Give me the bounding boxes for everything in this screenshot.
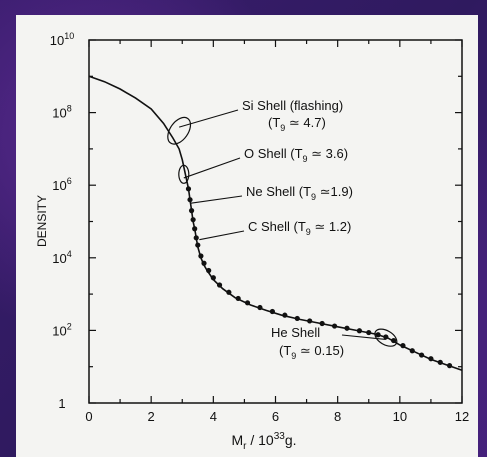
- annotation-line-1: O Shell (T9 ≃ 3.6): [244, 146, 348, 164]
- annotation-line-1: C Shell (T9 ≃ 1.2): [248, 219, 351, 237]
- data-point: [269, 308, 275, 315]
- data-point: [446, 363, 453, 369]
- annotation-pointer: [178, 109, 239, 128]
- annotation-line-2: (T9 ≃ 4.7): [268, 115, 326, 133]
- data-point: [185, 186, 192, 192]
- density-chart: 1 102 104 106 108 1010 0 2 4 6 8 10 12 Si Shell (fl…: [35, 31, 469, 452]
- data-point: [235, 295, 241, 302]
- y-tick-label: 108: [52, 104, 71, 121]
- annotation-pointer: [341, 334, 386, 341]
- data-point: [226, 289, 232, 295]
- data-point: [307, 318, 313, 324]
- data-point: [206, 267, 212, 274]
- data-point: [282, 312, 288, 318]
- data-point: [190, 217, 196, 223]
- y-axis-label: DENSITY: [35, 195, 49, 247]
- x-tick-label: 4: [210, 409, 217, 424]
- data-point: [319, 320, 325, 327]
- annotation-pointer: [183, 157, 241, 179]
- x-tick-label: 6: [272, 409, 279, 424]
- x-tick-label: 10: [393, 409, 407, 424]
- data-point: [294, 315, 300, 322]
- y-tick-label: 102: [52, 321, 71, 338]
- data-point: [383, 334, 389, 340]
- data-point: [210, 275, 216, 281]
- shell-ellipse: [178, 164, 190, 184]
- data-point: [356, 328, 363, 334]
- data-point: [418, 352, 425, 358]
- x-axis-label: Mr / 1033g.: [231, 431, 296, 452]
- data-point: [400, 343, 406, 349]
- data-point: [193, 235, 199, 241]
- data-point: [188, 208, 195, 214]
- annotation-line-2: (T9 ≃ 0.15): [279, 343, 344, 361]
- y-tick-label: 104: [52, 249, 71, 266]
- data-point: [198, 253, 204, 259]
- data-point: [375, 332, 381, 338]
- data-point: [257, 304, 263, 311]
- data-point: [216, 282, 223, 288]
- shell-annotation: He Shell (T9 ≃ 0.15): [271, 325, 344, 361]
- data-point: [409, 348, 415, 354]
- data-point: [187, 197, 193, 203]
- data-point: [195, 242, 201, 248]
- shell-ellipse: [167, 116, 192, 145]
- y-tick-label: 106: [52, 176, 71, 193]
- y-tick-label: 1010: [50, 31, 74, 48]
- shell-annotation: O Shell (T9 ≃ 3.6): [244, 146, 348, 164]
- annotation-pointer: [199, 230, 245, 241]
- x-tick-label: 8: [334, 409, 341, 424]
- x-tick-label: 0: [85, 409, 92, 424]
- data-point: [192, 226, 198, 232]
- shell-ellipse: [374, 328, 398, 347]
- annotation-pointer: [189, 195, 243, 204]
- annotation-line-1: He Shell: [271, 325, 320, 340]
- y-tick-label: 1: [58, 396, 65, 411]
- data-point: [244, 300, 251, 306]
- shell-annotation: Ne Shell (T9 ≃1.9): [246, 184, 353, 202]
- data-point: [391, 337, 397, 344]
- data-point: [366, 329, 372, 336]
- annotation-line-1: Si Shell (flashing): [242, 98, 343, 113]
- data-point: [437, 359, 443, 365]
- annotation-line-1: Ne Shell (T9 ≃1.9): [246, 184, 353, 202]
- figure-panel: 1 102 104 106 108 1010 0 2 4 6 8 10 12 Si Shell (fl…: [16, 15, 478, 457]
- data-point: [344, 325, 350, 331]
- shell-annotation: Si Shell (flashing) (T9 ≃ 4.7): [242, 98, 343, 133]
- x-tick-label: 12: [455, 409, 469, 424]
- data-point: [428, 356, 434, 362]
- x-tick-label: 2: [148, 409, 155, 424]
- shell-annotation: C Shell (T9 ≃ 1.2): [248, 219, 351, 237]
- data-point: [331, 323, 338, 329]
- data-point: [201, 260, 207, 266]
